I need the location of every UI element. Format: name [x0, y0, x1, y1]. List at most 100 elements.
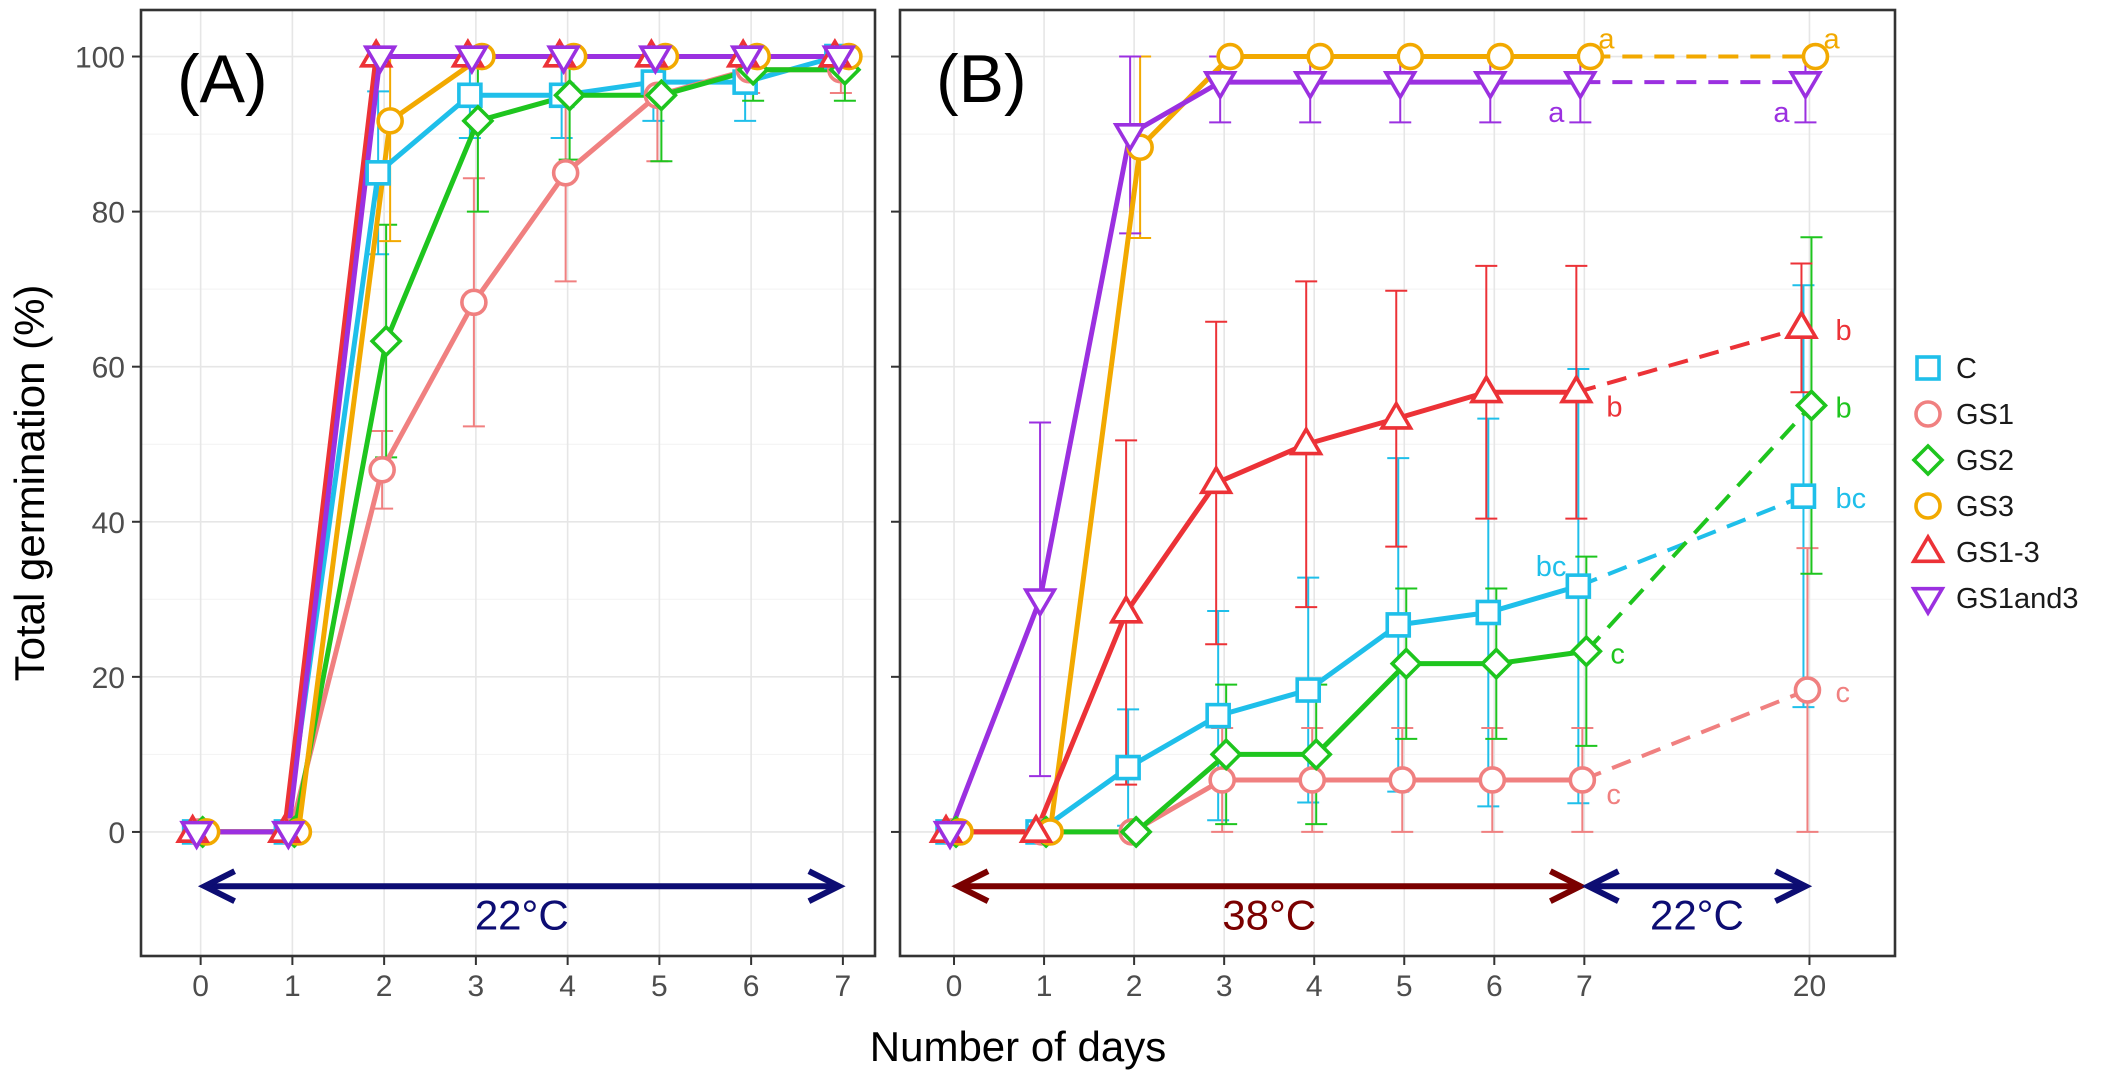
arrowhead-left: [951, 868, 990, 904]
x-tick-label: 20: [1793, 970, 1826, 1003]
legend-label: GS3: [1956, 491, 2014, 523]
data-point-gs1-3: [1108, 593, 1144, 624]
plot-background: [141, 10, 875, 956]
panel-tag: (A): [177, 41, 268, 117]
data-point-c: [1385, 612, 1412, 638]
legend-label: GS1-3: [1956, 537, 2040, 569]
legend-item: GS1-3: [1910, 533, 2040, 569]
x-tick-label: 5: [651, 970, 668, 1003]
legend-key: [1914, 492, 1942, 520]
significance-letter: bc: [1536, 551, 1567, 583]
data-point-gs1and3: [362, 45, 398, 76]
series-line-gs1-3: [946, 389, 1577, 835]
data-point-gs1: [1568, 766, 1597, 794]
data-point-gs2: [1389, 647, 1423, 681]
legend: C GS1 GS2 GS3 GS1-3 GS1and3: [1910, 353, 2079, 617]
data-point-gs1and3: [270, 820, 306, 851]
data-point-gs2: [1299, 737, 1333, 771]
x-tick-label: 1: [284, 970, 301, 1003]
data-point-c: [365, 160, 391, 186]
data-point-gs3: [1576, 42, 1605, 71]
data-point-gs1and3: [1562, 71, 1598, 101]
data-point-c: [1295, 677, 1322, 703]
data-point-gs1and3: [179, 820, 215, 851]
significance-letter: b: [1606, 391, 1622, 423]
x-tick-label: 4: [559, 970, 576, 1003]
arrowhead-right: [1774, 868, 1813, 904]
data-point-gs1-3: [1558, 373, 1594, 404]
data-point-gs3: [1306, 42, 1335, 71]
arrowhead-left: [197, 868, 236, 904]
data-point-gs1and3: [1788, 71, 1823, 101]
x-tick-label: 7: [1576, 970, 1593, 1003]
legend-item: GS1and3: [1910, 583, 2079, 617]
data-point-gs3: [376, 107, 404, 135]
data-point-gs1and3: [932, 820, 968, 851]
x-tick-label: 7: [835, 970, 852, 1003]
x-tick-label: 0: [946, 970, 963, 1003]
data-point-gs1and3: [821, 45, 857, 76]
legend-key: [1911, 443, 1945, 477]
data-point-gs1and3: [546, 45, 582, 76]
data-point-gs1-3: [1468, 373, 1504, 404]
legend-label: GS1and3: [1956, 583, 2079, 615]
data-point-gs2: [1209, 737, 1243, 771]
series-line-gs3: [960, 54, 1591, 835]
data-point-gs1and3: [454, 45, 490, 76]
x-tick-label: 3: [1216, 970, 1233, 1003]
data-point-gs2: [553, 78, 587, 112]
legend-key: [1910, 533, 1946, 564]
panel-tag: (B): [936, 41, 1027, 117]
temperature-label: 38°C: [1222, 892, 1316, 939]
series-dashed-line-c: [1577, 494, 1805, 588]
data-point-gs1and3: [729, 45, 765, 76]
x-axis: 0 1 2 3 4 5 6 7 20: [946, 956, 1826, 1003]
y-tick-label: 0: [108, 817, 125, 850]
data-point-gs3: [1801, 42, 1830, 71]
y-axis-title: Total germination (%): [6, 285, 53, 682]
x-tick-label: 0: [192, 970, 209, 1003]
y-axis: [891, 55, 900, 833]
x-tick-label: 2: [1126, 970, 1143, 1003]
y-axis: 0 20 40 60 80 100: [75, 42, 141, 850]
temperature-band: 22°C: [197, 868, 846, 939]
legend-item: C: [1915, 353, 1977, 385]
x-tick-label: 5: [1396, 970, 1413, 1003]
significance-letter: c: [1835, 677, 1850, 709]
data-point-gs2: [1794, 388, 1829, 423]
data-point-c: [1205, 702, 1231, 729]
temperature-band: 22°C: [1581, 868, 1813, 939]
x-tick-label: 4: [1306, 970, 1323, 1003]
data-point-gs3: [1216, 42, 1244, 71]
data-point-gs1and3: [1202, 71, 1238, 101]
data-point-c: [1565, 573, 1592, 599]
legend-item: GS2: [1911, 443, 2014, 477]
temperature-label: 22°C: [1650, 892, 1744, 939]
legend-label: GS2: [1956, 445, 2014, 477]
data-point-gs1and3: [1472, 71, 1508, 101]
arrowhead-right: [807, 868, 846, 904]
data-point-gs1-3: [1198, 464, 1234, 495]
data-point-gs2: [1119, 815, 1153, 849]
significance-letter: b: [1835, 392, 1851, 424]
legend-key: [1915, 355, 1941, 381]
series-dashed-line-gs1: [1581, 688, 1809, 782]
data-point-gs2: [461, 104, 495, 138]
data-point-c: [457, 82, 483, 109]
legend-key: [1910, 586, 1946, 617]
data-point-gs1and3: [1112, 122, 1148, 153]
data-point-gs2: [1479, 647, 1513, 681]
significance-letter: a: [1773, 97, 1790, 129]
y-tick-label: 40: [92, 507, 125, 540]
data-point-gs1-3: [1018, 813, 1054, 844]
arrowhead-right: [1549, 868, 1588, 904]
arrowhead-left: [1581, 868, 1620, 904]
x-tick-label: 6: [743, 970, 760, 1003]
series-line-gs1and3: [196, 54, 839, 835]
legend-label: C: [1956, 353, 1977, 385]
data-point-gs1and3: [637, 45, 673, 76]
series-markers: [928, 42, 1830, 851]
data-point-gs1: [551, 159, 580, 187]
x-tick-label: 3: [468, 970, 485, 1003]
panel-border: [139, 8, 877, 958]
